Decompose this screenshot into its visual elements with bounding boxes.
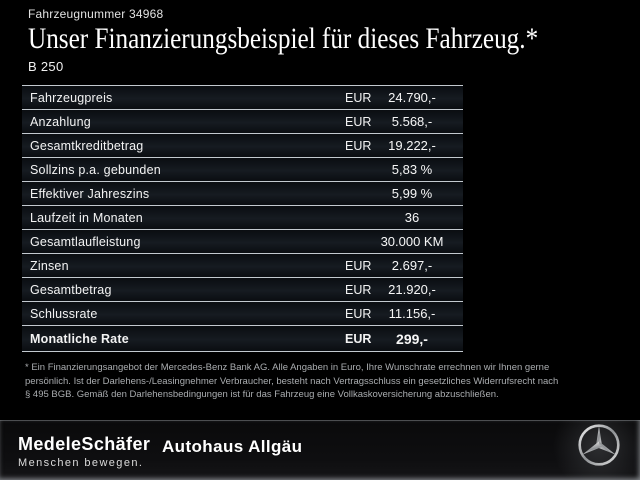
row-value: 19.222,- (388, 138, 436, 153)
row-label: Sollzins p.a. gebunden (30, 162, 161, 177)
row-currency: EUR (345, 282, 372, 297)
row-label: Fahrzeugpreis (30, 90, 113, 105)
row-label: Anzahlung (30, 114, 91, 129)
row-currency: EUR (345, 258, 372, 273)
table-row: Gesamtlaufleistung 30.000 KM (22, 230, 463, 254)
table-row: Effektiver Jahreszins 5,99 % (22, 182, 463, 206)
row-label: Laufzeit in Monaten (30, 210, 143, 225)
mercedes-star-icon (577, 423, 621, 467)
row-label: Gesamtbetrag (30, 282, 112, 297)
row-value: 5,99 % (391, 186, 433, 201)
row-value: 24.790,- (388, 90, 436, 105)
row-value: 299,- (396, 330, 428, 347)
dealer-logo-text: MedeleSchäfer (18, 434, 151, 454)
page-title: Unser Finanzierungsbeispiel für dieses F… (28, 22, 539, 55)
row-value: 36 (404, 210, 420, 225)
table-row: Zinsen EUR 2.697,- (22, 254, 463, 278)
table-row: Sollzins p.a. gebunden 5,83 % (22, 158, 463, 182)
row-currency: EUR (345, 114, 372, 129)
dealer-logo-block: MedeleSchäfer Menschen bewegen. (18, 435, 150, 469)
disclaimer-line: persönlich. Ist der Darlehens-/Leasingne… (25, 375, 559, 387)
header: Fahrzeugnummer 34968 Unser Finanzierungs… (28, 7, 635, 74)
row-currency: EUR (345, 138, 372, 153)
finance-table: Fahrzeugpreis EUR 24.790,- Anzahlung EUR… (22, 85, 463, 352)
disclaimer-line: § 495 BGB. Gemäß den Darlehensbedingunge… (25, 389, 499, 400)
row-label: Schlussrate (30, 306, 98, 321)
row-value: 21.920,- (388, 282, 436, 297)
row-currency: EUR (345, 331, 372, 346)
row-value: 11.156,- (388, 306, 436, 321)
dealer-secondary-name: Autohaus Allgäu (162, 437, 303, 456)
table-row: Gesamtkreditbetrag EUR 19.222,- (22, 134, 463, 158)
disclaimer-line: * Ein Finanzierungsangebot der Mercedes-… (25, 362, 550, 373)
row-label: Monatliche Rate (30, 331, 129, 346)
row-value: 5,83 % (391, 162, 433, 177)
row-currency: EUR (345, 90, 372, 105)
vehicle-model: B 250 (28, 59, 64, 74)
disclaimer-text: * Ein Finanzierungsangebot der Mercedes-… (25, 361, 631, 402)
row-currency: EUR (345, 306, 372, 321)
row-value: 5.568,- (391, 114, 433, 129)
table-row: Anzahlung EUR 5.568,- (22, 110, 463, 134)
row-label: Zinsen (30, 258, 69, 273)
row-label: Effektiver Jahreszins (30, 186, 150, 201)
footer-bar: MedeleSchäfer Menschen bewegen. Autohaus… (0, 420, 640, 480)
row-label: Gesamtlaufleistung (30, 234, 141, 249)
table-row: Laufzeit in Monaten 36 (22, 206, 463, 230)
table-row: Schlussrate EUR 11.156,- (22, 302, 463, 326)
row-label: Gesamtkreditbetrag (30, 138, 144, 153)
vehicle-number: Fahrzeugnummer 34968 (28, 7, 164, 21)
table-row: Gesamtbetrag EUR 21.920,- (22, 278, 463, 302)
row-value: 2.697,- (391, 258, 433, 273)
table-row-monthly-rate: Monatliche Rate EUR 299,- (22, 326, 463, 352)
dealer-tagline: Menschen bewegen. (18, 457, 144, 469)
table-row: Fahrzeugpreis EUR 24.790,- (22, 86, 463, 110)
row-value: 30.000 KM (380, 234, 444, 249)
